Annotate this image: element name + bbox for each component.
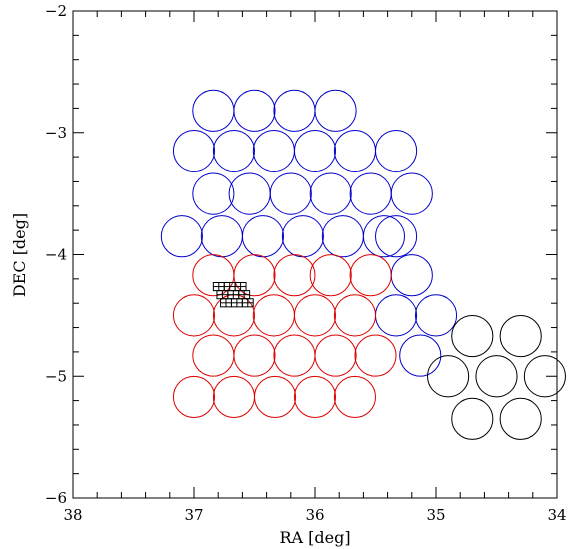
black-field-circle [451,315,494,358]
red-field-circle [172,294,216,337]
red-field-circle [333,375,376,419]
blue-field-circle [414,294,458,337]
plot-frame [72,10,558,499]
red-field-circle [233,254,276,297]
tick-labels: 38 37 36 35 34 −2 −3 −4 −5 −6 [45,2,567,524]
red-field-circle [293,294,337,337]
y-tick-label: −6 [45,489,67,507]
black-field-circle [523,355,566,398]
blue-field-circle [293,129,337,173]
x-tick-label: 38 [63,506,82,524]
black-field-circle [475,355,518,398]
blue-field-circle [212,129,255,173]
blue-field-circle [362,215,406,258]
y-tick-label: −4 [45,246,67,264]
red-field-circle [254,375,297,419]
x-tick-label: 37 [184,506,203,524]
red-field-circle [233,334,276,377]
black-field-circle [451,397,494,440]
blue-field-circle [172,129,216,173]
blue-field-circle [375,129,418,173]
red-field-circle [349,254,392,297]
red-field-circle [354,334,397,377]
y-tick-label: −2 [45,2,67,20]
x-axis-label: RA [deg] [279,528,350,547]
y-tick-label: −5 [45,367,67,385]
red-field-circle [172,375,216,419]
black-field-circle [427,355,470,398]
blue-field-circle [309,172,352,215]
x-tick-label: 35 [426,506,445,524]
footprint-grid [212,282,254,308]
x-tick-label: 34 [547,506,566,524]
chart-marks [160,89,566,440]
blue-field-circle [269,172,312,215]
blue-field-circle [233,89,276,132]
red-field-circle [309,254,352,297]
blue-field-circle [192,172,235,215]
red-field-circle [273,254,316,297]
black-field-circle [499,397,542,440]
y-axis-label: DEC [deg] [10,213,29,297]
blue-field-circle [390,172,433,215]
red-field-circle [314,334,357,377]
y-tick-label: −3 [45,124,67,142]
red-field-circle [333,294,376,337]
blue-field-circle [314,89,357,132]
blue-field-circle [399,334,442,377]
blue-field-circle [160,215,203,258]
blue-field-circle [375,215,418,258]
x-tick-label: 36 [305,506,324,524]
black-field-circle [499,315,542,358]
red-field-circle [293,375,337,419]
